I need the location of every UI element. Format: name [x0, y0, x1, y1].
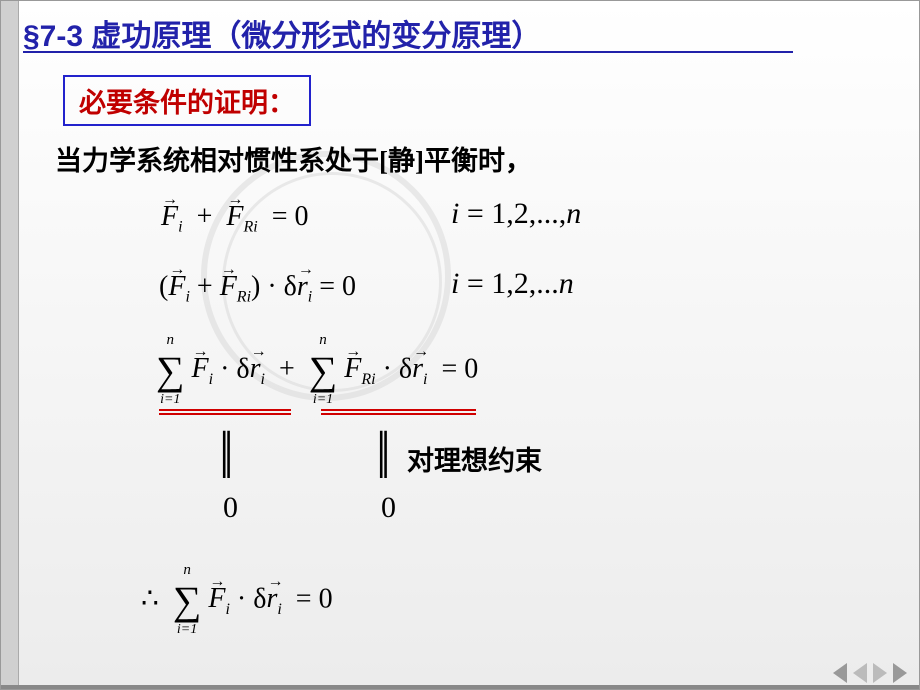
equation-2: (→Fi + →FRi) · δ→ri = 0	[159, 271, 356, 307]
bottom-shadow	[1, 685, 919, 689]
body-line-1: 当力学系统相对惯性系处于[静]平衡时，	[55, 139, 532, 178]
equation-1: →Fi + →FRi = 0	[161, 201, 308, 237]
proof-heading-box: 必要条件的证明：	[63, 75, 311, 126]
red-underline-right	[321, 409, 476, 415]
left-accent-bar	[1, 1, 19, 689]
equals-bars-right: ||	[376, 421, 385, 480]
nav-last-icon[interactable]	[893, 663, 907, 683]
title-underline	[23, 51, 793, 53]
slide-container: §7-3 虚功原理（微分形式的变分原理） 必要条件的证明： 当力学系统相对惯性系…	[0, 0, 920, 690]
zero-left: 0	[223, 491, 238, 525]
equation-1-range: i = 1,2,...,n	[451, 197, 581, 231]
zero-right: 0	[381, 491, 396, 525]
ideal-constraint-label: 对理想约束	[407, 439, 542, 478]
nav-next-icon[interactable]	[873, 663, 887, 683]
slide-title: §7-3 虚功原理（微分形式的变分原理）	[23, 11, 541, 55]
equation-3: n∑i=1 →Fi · δ→ri + n∑i=1 →FRi · δ→ri = 0	[156, 351, 478, 391]
nav-first-icon[interactable]	[833, 663, 847, 683]
nav-controls	[833, 663, 907, 683]
nav-prev-icon[interactable]	[853, 663, 867, 683]
equation-conclusion: ∴ n∑i=1 →Fi · δ→ri = 0	[141, 581, 333, 621]
equation-2-range: i = 1,2,...n	[451, 267, 574, 301]
red-underline-left	[159, 409, 291, 415]
equals-bars-left: ||	[219, 421, 228, 480]
